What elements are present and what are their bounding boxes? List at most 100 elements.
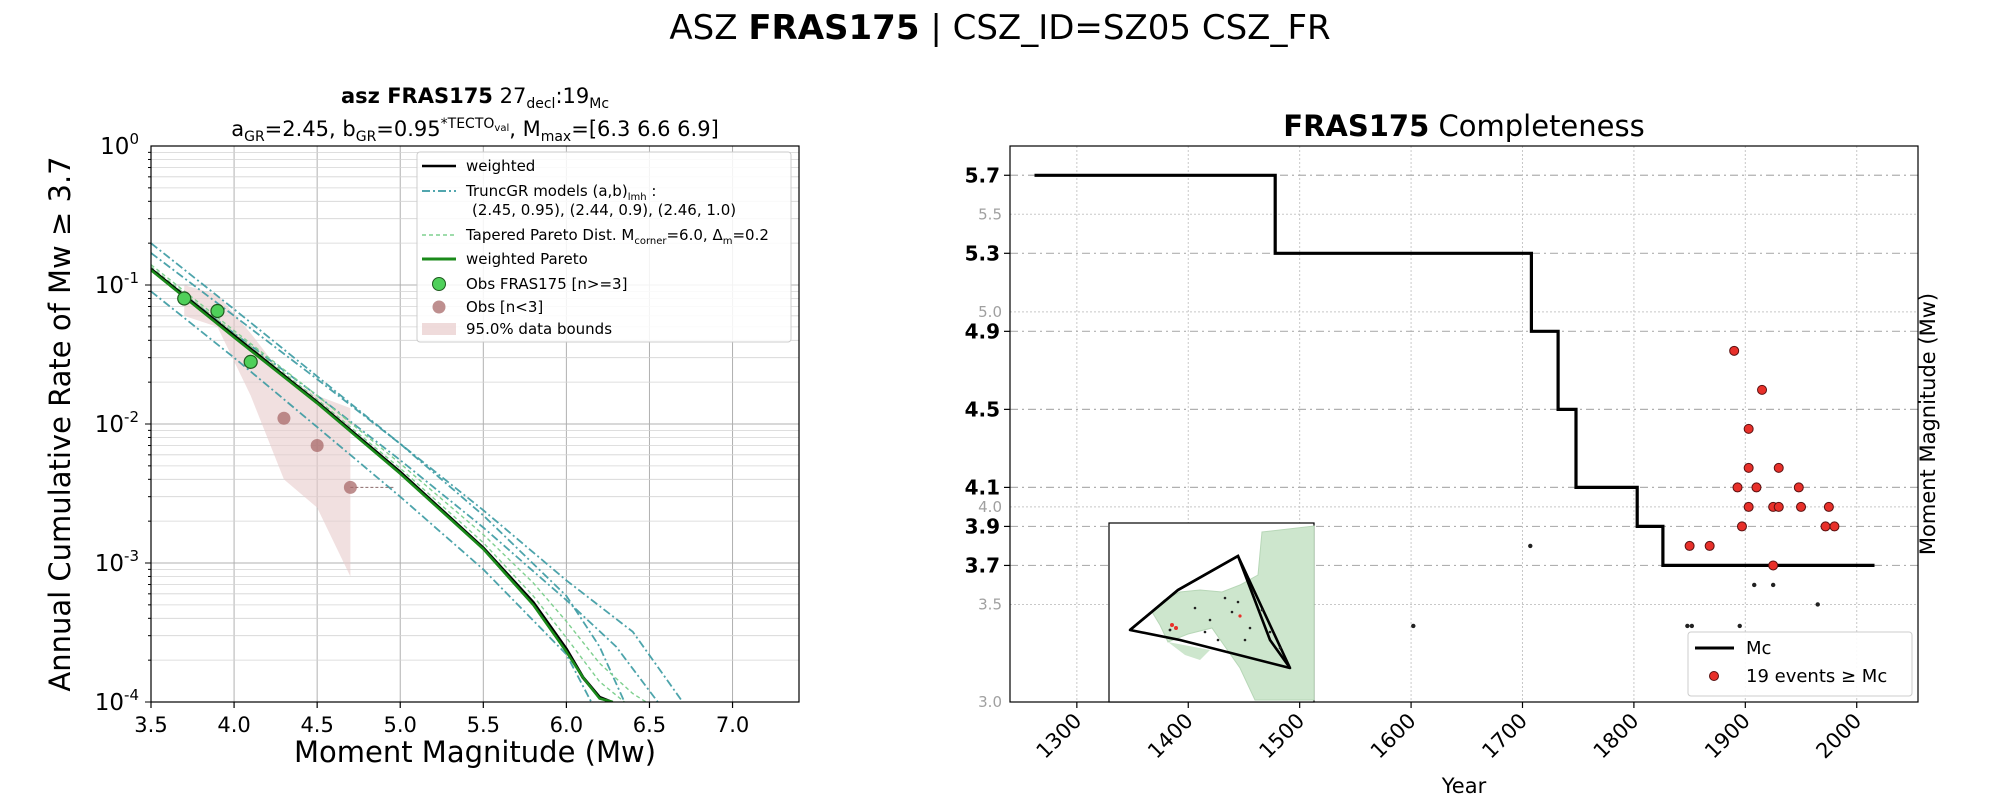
right-xtick-label: 1800 [1589,709,1644,764]
obs-point-1 [210,303,225,319]
obs-small-point-4 [310,439,324,453]
right-ytick-bold-label: 5.3 [965,241,1000,265]
obs-small-point-3 [277,411,291,425]
left-xtick-label: 3.5 [134,713,167,737]
right-ytick-light-label: 3.5 [978,595,1002,613]
series-line-7 [151,269,614,702]
inset-epicenters [1168,596,1282,650]
series-line-2 [151,268,659,702]
left-ytick-label: 10-3 [95,547,139,577]
left-title-bold: asz FRAS175 [341,84,493,108]
right-ytick-light-label: 5.5 [978,205,1002,223]
series-line-3 [151,252,684,702]
suptitle-prefix: ASZ [669,8,738,48]
series-line-4 [151,290,593,702]
legend-label-obs: Obs FRAS175 [n>=3] [466,275,627,293]
legend-swatch-obs-small [432,300,446,314]
right-xtick-label: 1600 [1366,709,1421,764]
legend-swatch-obs [432,277,446,291]
right-data-layer [1034,173,1875,629]
inset-land-shape [1151,525,1315,701]
left-title: asz FRAS175 27decl:19Mc [341,84,609,112]
legend-label-mc: Mc [1746,638,1771,659]
event-point-8 [1743,501,1754,512]
right-xtick-label: 1400 [1143,709,1198,764]
suptitle-bold: FRAS175 [748,8,920,48]
left-ticks: 3.5 4.0 4.5 5.0 5.5 6.0 6.5 7.0 10-4 10-3 10-2 10-1… [95,130,749,737]
inset-map [1108,522,1315,703]
right-ytick-bold-label: 3.9 [965,514,1000,538]
event-point-16 [1684,540,1695,551]
event-point-15 [1829,521,1840,532]
small-event-1 [1528,543,1533,549]
left-ytick-label: 10-1 [95,269,139,299]
right-gridlines [1010,146,1918,703]
left-title-rest: 27 [500,84,527,108]
legend-swatch-events [1709,671,1719,681]
bounds-area [184,285,351,577]
small-event-6 [1770,582,1776,588]
right-axes-frame [1009,145,1919,703]
event-point-1 [1757,384,1768,395]
legend-label-band: 95.0% data bounds [466,320,612,338]
left-legend: weighted TruncGR models (a,b)lmh : (2.45… [416,151,792,343]
event-point-14 [1820,521,1831,532]
left-ytick-label: 100 [100,130,139,160]
right-xlabel: Year [1441,774,1487,798]
event-point-17 [1704,540,1715,551]
event-point-3 [1743,462,1754,473]
right-ytick-light-label: 5.0 [978,303,1002,321]
event-point-11 [1796,501,1807,512]
small-event-5 [1752,582,1757,588]
inset-land-shape-2 [1168,642,1210,660]
right-title: FRAS175 Completeness [1283,109,1644,143]
right-ylabel: Moment Magnitude (Mw) [1916,293,1940,555]
left-xtick-label: 6.0 [550,713,583,737]
left-ylabel: Annual Cumulative Rate of Mw ≥ 3.7 [43,156,77,691]
legend-label-trunc: TruncGR models (a,b)lmh : [465,182,656,203]
right-xtick-label: 1300 [1032,709,1087,764]
small-event-7 [1815,602,1820,607]
small-event-3 [1689,623,1695,629]
legend-swatch-band [422,323,456,335]
left-xlabel: Moment Magnitude (Mw) [294,735,656,769]
right-xtick-label: 2000 [1811,709,1866,764]
left-ytick-label: 10-2 [95,408,139,438]
event-point-5 [1732,482,1743,493]
obs-point-0 [177,291,192,306]
model-curves [151,242,684,702]
right-ytick-light-label: 4.0 [978,498,1002,516]
data-bounds-band [184,285,351,577]
obs-small-point-5 [343,480,357,494]
right-ytick-bold-label: 5.7 [965,163,1000,187]
right-ytick-bold-label: 4.9 [965,319,1000,343]
event-point-10 [1773,501,1784,512]
left-xtick-label: 5.0 [384,713,417,737]
series-line-5 [151,266,625,702]
obs-point-2 [243,354,258,369]
series-line-6 [151,264,647,702]
right-title-bold: FRAS175 [1283,109,1429,143]
left-xtick-label: 5.5 [467,713,500,737]
right-ytick-bold-label: 4.5 [965,397,1000,421]
right-title-rest: Completeness [1439,109,1645,143]
event-point-13 [1736,521,1747,532]
left-xtick-label: 4.5 [300,713,333,737]
mc-step-line [1034,173,1875,567]
small-event-0 [1411,623,1416,629]
right-ytick-bold-label: 3.7 [965,553,1000,577]
event-point-6 [1751,482,1762,493]
event-point-12 [1823,501,1834,512]
left-ytick-label: 10-4 [95,686,139,716]
event-point-0 [1729,345,1740,356]
right-ytick-light-label: 3.0 [978,693,1002,711]
inset-zone-edge [1129,554,1292,669]
left-xtick-label: 6.5 [633,713,666,737]
right-xtick-label: 1700 [1477,709,1532,764]
right-ytick-bold-label: 4.1 [965,475,1000,499]
left-subtitle: aGR=2.45, bGR=0.95*TECTOval, Mmax=[6.3 6… [231,116,719,145]
event-point-4 [1773,462,1784,473]
event-point-2 [1743,423,1754,434]
legend-label-trunc-line2: (2.45, 0.95), (2.44, 0.9), (2.46, 1.0) [472,201,736,219]
